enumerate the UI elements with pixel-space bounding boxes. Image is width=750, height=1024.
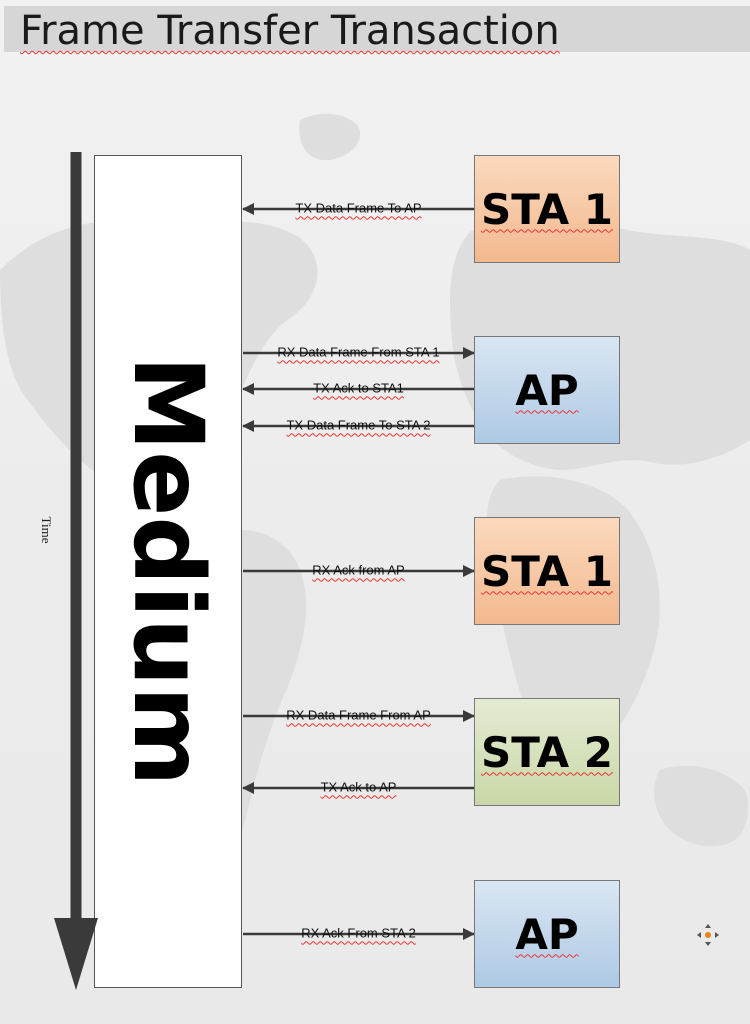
message-label: TX Data Frame To STA 2	[286, 417, 431, 433]
entity-label: AP	[515, 365, 579, 415]
entity-ap: AP	[474, 336, 620, 444]
message-label: RX Data Frame From AP	[286, 707, 431, 723]
title-bar: Frame Transfer Transaction	[4, 6, 750, 54]
page-title: Frame Transfer Transaction	[20, 8, 560, 54]
entity-sta2: STA 2	[474, 698, 620, 806]
down-arrow-icon	[54, 152, 98, 990]
message-label: RX Ack From STA 2	[301, 925, 416, 941]
message-label: RX Ack from AP	[312, 562, 405, 578]
entity-sta1: STA 1	[474, 517, 620, 625]
entity-label: STA 2	[481, 727, 613, 777]
medium-box	[94, 155, 242, 988]
move-cursor-icon[interactable]	[696, 923, 720, 947]
message-label: TX Ack to AP	[320, 779, 397, 795]
message-label: TX Data Frame To AP	[295, 200, 422, 216]
entity-sta1: STA 1	[474, 155, 620, 263]
entity-ap: AP	[474, 880, 620, 988]
entity-label: STA 1	[481, 546, 613, 596]
message-label: TX Ack to STA1	[313, 380, 404, 396]
message-label: RX Data Frame From STA 1	[277, 344, 440, 360]
entity-label: AP	[515, 909, 579, 959]
entity-label: STA 1	[481, 184, 613, 234]
